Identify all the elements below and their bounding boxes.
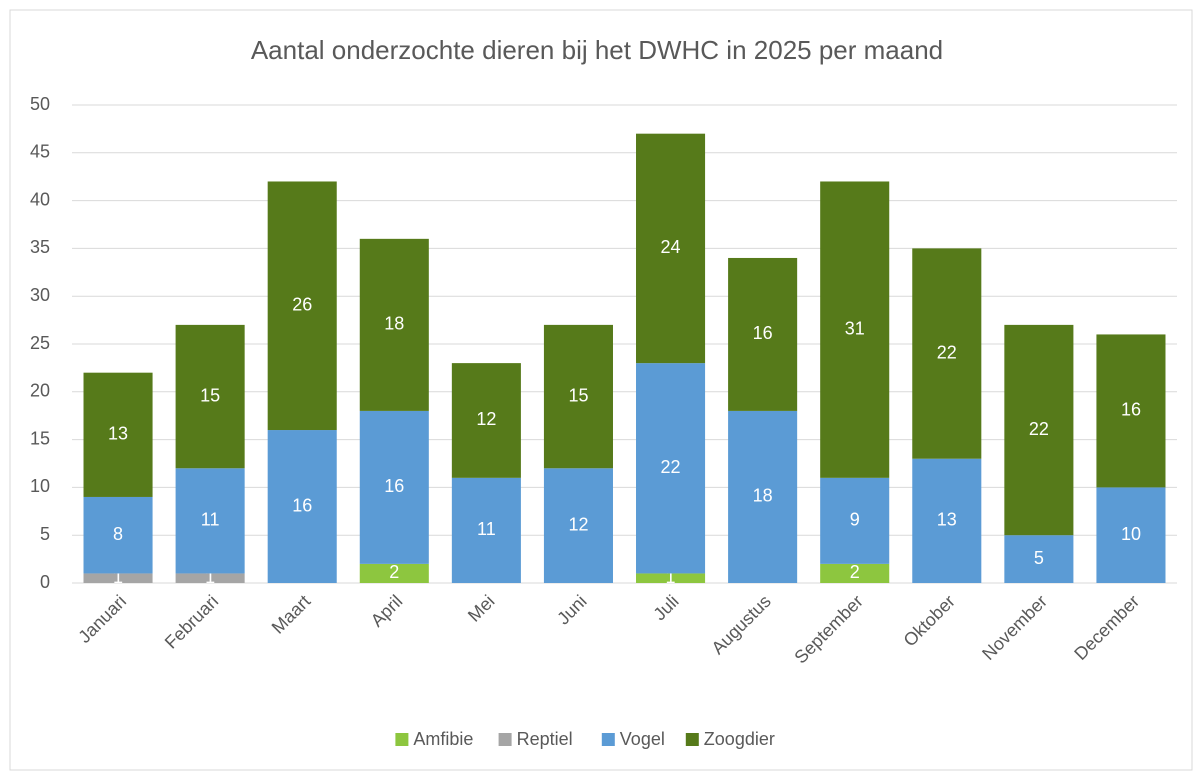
data-label: 1 bbox=[113, 567, 123, 587]
bar-segment bbox=[83, 496, 153, 574]
data-label: 12 bbox=[476, 409, 496, 429]
legend-label: Vogel bbox=[620, 729, 665, 749]
data-label: 26 bbox=[292, 295, 312, 315]
data-label: 11 bbox=[477, 519, 496, 539]
legend-swatch bbox=[685, 733, 699, 746]
bar-segment bbox=[912, 248, 982, 459]
data-label: 22 bbox=[937, 342, 957, 362]
data-label: 16 bbox=[1121, 400, 1141, 420]
y-tick-label: 40 bbox=[30, 189, 50, 209]
chart-title: Aantal onderzochte dieren bij het DWHC i… bbox=[251, 35, 943, 65]
bar-segment bbox=[359, 238, 429, 411]
data-label: 1 bbox=[205, 567, 215, 587]
data-label: 12 bbox=[568, 514, 588, 534]
bar-segment bbox=[636, 573, 706, 583]
data-label: 15 bbox=[568, 385, 588, 405]
y-tick-label: 45 bbox=[30, 142, 50, 162]
data-label: 31 bbox=[845, 318, 865, 338]
data-label: 11 bbox=[201, 510, 220, 530]
bar-segment bbox=[728, 257, 798, 411]
data-label: 9 bbox=[850, 510, 860, 530]
data-label: 13 bbox=[108, 424, 128, 444]
legend-label: Amfibie bbox=[413, 729, 473, 749]
data-label: 16 bbox=[753, 323, 773, 343]
y-tick-label: 0 bbox=[40, 572, 50, 592]
bar-segment bbox=[267, 430, 337, 583]
bar-segment bbox=[1004, 324, 1074, 536]
data-label: 24 bbox=[661, 237, 681, 257]
data-label: 10 bbox=[1121, 524, 1141, 544]
y-tick-label: 50 bbox=[30, 94, 50, 114]
bar-segment bbox=[820, 181, 890, 478]
y-tick-label: 15 bbox=[30, 428, 50, 448]
data-label: 2 bbox=[389, 562, 399, 582]
legend-label: Reptiel bbox=[517, 729, 573, 749]
data-label: 8 bbox=[113, 524, 123, 544]
legend-swatch bbox=[395, 733, 409, 746]
bar-segment bbox=[820, 477, 890, 564]
bar-segment bbox=[728, 410, 798, 583]
legend-swatch bbox=[601, 733, 615, 746]
y-tick-label: 25 bbox=[30, 333, 50, 353]
data-label: 16 bbox=[292, 495, 312, 515]
data-label: 18 bbox=[384, 314, 404, 334]
bar-segment bbox=[543, 324, 613, 469]
y-tick-label: 5 bbox=[40, 524, 50, 544]
bar-segment bbox=[359, 410, 429, 564]
y-tick-label: 30 bbox=[30, 285, 50, 305]
data-label: 5 bbox=[1034, 548, 1044, 568]
legend-label: Zoogdier bbox=[704, 729, 775, 749]
bar-segment bbox=[267, 181, 337, 431]
bar-segment bbox=[83, 573, 153, 583]
data-label: 1 bbox=[666, 567, 676, 587]
bar-segment bbox=[543, 468, 613, 583]
data-label: 18 bbox=[753, 486, 773, 506]
data-label: 15 bbox=[200, 385, 220, 405]
bar-segment bbox=[451, 363, 521, 478]
bar-segment bbox=[820, 563, 890, 583]
data-label: 22 bbox=[661, 457, 681, 477]
bar-segment bbox=[175, 468, 245, 574]
bar-segment bbox=[451, 477, 521, 583]
bar-segment bbox=[912, 458, 982, 583]
data-label: 13 bbox=[937, 510, 957, 530]
y-tick-label: 35 bbox=[30, 237, 50, 257]
legend-swatch bbox=[498, 733, 512, 746]
data-label: 16 bbox=[384, 476, 404, 496]
bar-segment bbox=[359, 563, 429, 583]
bar-segment bbox=[636, 133, 706, 364]
y-tick-label: 20 bbox=[30, 381, 50, 401]
data-label: 22 bbox=[1029, 419, 1049, 439]
data-label: 2 bbox=[850, 562, 860, 582]
y-tick-label: 10 bbox=[30, 476, 50, 496]
bar-segment bbox=[83, 372, 153, 497]
bar-segment bbox=[175, 324, 245, 469]
bar-segment bbox=[1004, 535, 1074, 583]
bar-segment bbox=[636, 363, 706, 574]
bar-segment bbox=[1096, 487, 1166, 583]
bar-segment bbox=[1096, 334, 1166, 488]
bar-segment bbox=[175, 573, 245, 583]
